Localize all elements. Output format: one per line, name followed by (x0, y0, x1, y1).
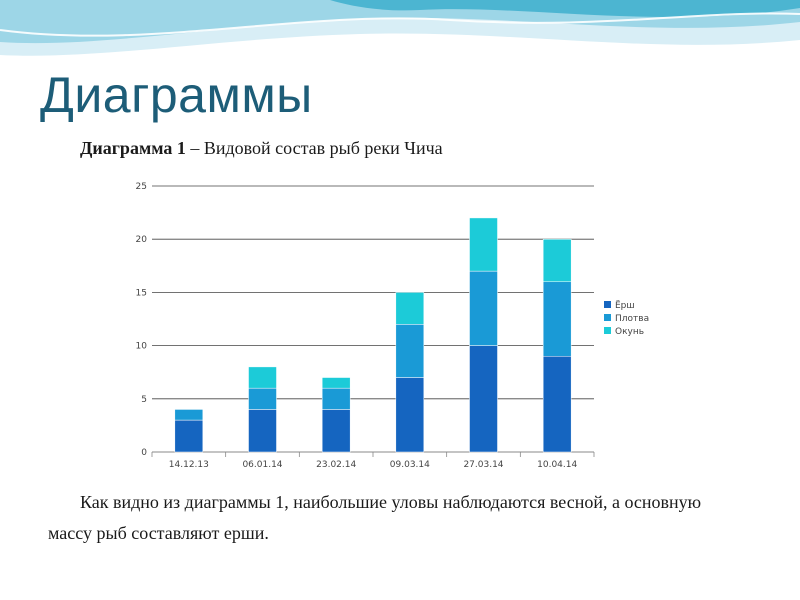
wave-line (0, 12, 800, 37)
bar-segment-2-2 (321, 377, 351, 389)
legend-label-2: Окунь (615, 327, 644, 337)
chart-caption: Диаграмма 1 – Видовой состав рыб реки Чи… (80, 138, 443, 159)
y-tick-label: 15 (136, 288, 147, 298)
legend-swatch-1 (604, 314, 611, 321)
caption-bold: Диаграмма 1 (80, 138, 186, 158)
y-tick-label: 0 (141, 448, 147, 458)
legend-swatch-0 (604, 301, 611, 308)
bar-segment-1-3 (395, 324, 425, 378)
y-tick-label: 10 (136, 342, 148, 352)
y-tick-label: 25 (136, 182, 147, 192)
y-tick-label: 20 (136, 235, 148, 245)
wave-dark (330, 0, 800, 18)
bar-segment-0-1 (248, 409, 277, 453)
bar-segment-2-3 (395, 292, 425, 325)
x-category-label: 06.01.14 (242, 460, 282, 470)
stacked-bar-chart: 0 5 10 15 20 25 14.12.13 06.01.14 23.02.14 09.03.… (136, 182, 650, 470)
x-category-label: 27.03.14 (463, 460, 503, 470)
caption-rest: – Видовой состав рыб реки Чича (185, 138, 443, 158)
x-category-label: 23.02.14 (316, 460, 356, 470)
bar-segment-2-4 (469, 217, 498, 272)
slide-title: Диаграммы (40, 67, 313, 123)
bar-segment-2-5 (542, 238, 572, 283)
legend-swatch-2 (604, 327, 611, 334)
legend-label-1: Плотва (615, 314, 649, 324)
bar-segment-1-4 (469, 270, 498, 346)
bar-segment-1-2 (321, 387, 351, 410)
bar-segment-0-2 (321, 409, 351, 453)
bar-segment-0-3 (395, 377, 425, 453)
x-category-label: 09.03.14 (390, 460, 430, 470)
y-tick-label: 5 (141, 395, 147, 405)
legend-label-0: Ёрш (615, 300, 635, 311)
bar-segment-0-4 (469, 345, 498, 453)
x-category-label: 10.04.14 (537, 460, 577, 470)
bar-segment-1-0 (174, 409, 204, 421)
bar-segment-1-1 (248, 387, 277, 410)
bar-segment-1-5 (542, 281, 572, 357)
body-text-content: Как видно из диаграммы 1, наибольшие уло… (48, 492, 702, 543)
header-wave-decoration (0, 0, 800, 56)
body-text: Как видно из диаграммы 1, наибольшие уло… (48, 487, 748, 549)
chart-container: 0 5 10 15 20 25 14.12.13 06.01.14 23.02.14 09.03.… (118, 176, 658, 481)
bar-segment-0-0 (174, 419, 204, 453)
bar-segment-0-5 (542, 355, 572, 453)
x-category-label: 14.12.13 (169, 460, 209, 470)
bar-segment-2-1 (248, 366, 277, 389)
